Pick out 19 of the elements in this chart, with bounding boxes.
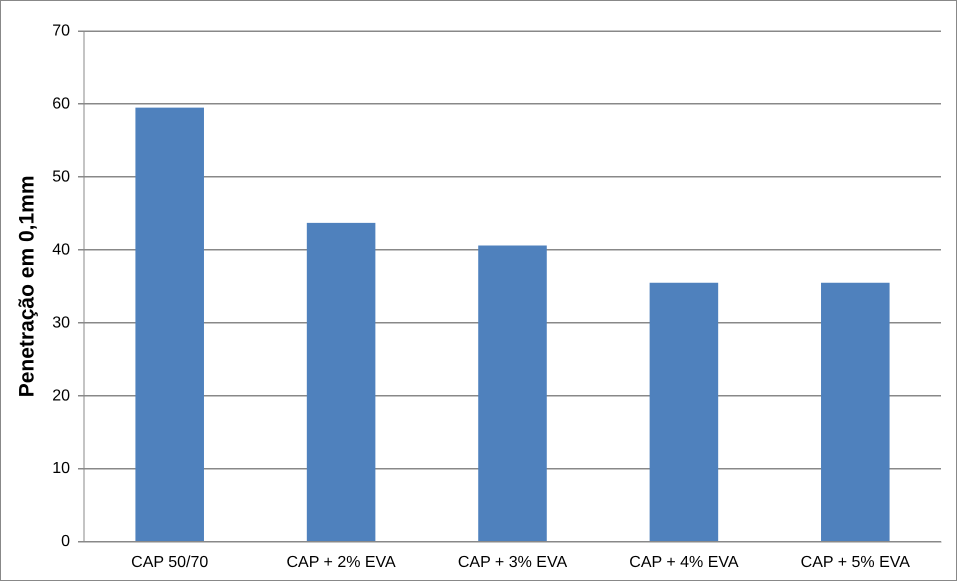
bar xyxy=(135,108,204,542)
y-tick-label: 30 xyxy=(52,314,70,332)
y-axis-title: Penetração em 0,1mm xyxy=(15,176,38,398)
y-tick-label: 40 xyxy=(52,241,70,258)
bar xyxy=(650,282,718,542)
x-tick-label: CAP + 2% EVA xyxy=(286,554,396,571)
bar xyxy=(821,282,890,542)
y-tick-label: 0 xyxy=(61,533,70,550)
y-tick-label: 50 xyxy=(52,168,70,186)
y-tick-label: 20 xyxy=(52,387,70,404)
y-tick-label: 10 xyxy=(52,460,70,478)
bar xyxy=(478,246,547,542)
x-tick-label: CAP + 5% EVA xyxy=(800,554,910,571)
y-tick-label: 70 xyxy=(52,22,70,40)
x-tick-label: CAP + 3% EVA xyxy=(458,554,568,571)
x-tick-label: CAP + 4% EVA xyxy=(629,554,739,571)
y-tick-label: 60 xyxy=(52,95,70,112)
bar xyxy=(306,222,376,542)
x-tick-label: CAP 50/70 xyxy=(131,554,208,571)
